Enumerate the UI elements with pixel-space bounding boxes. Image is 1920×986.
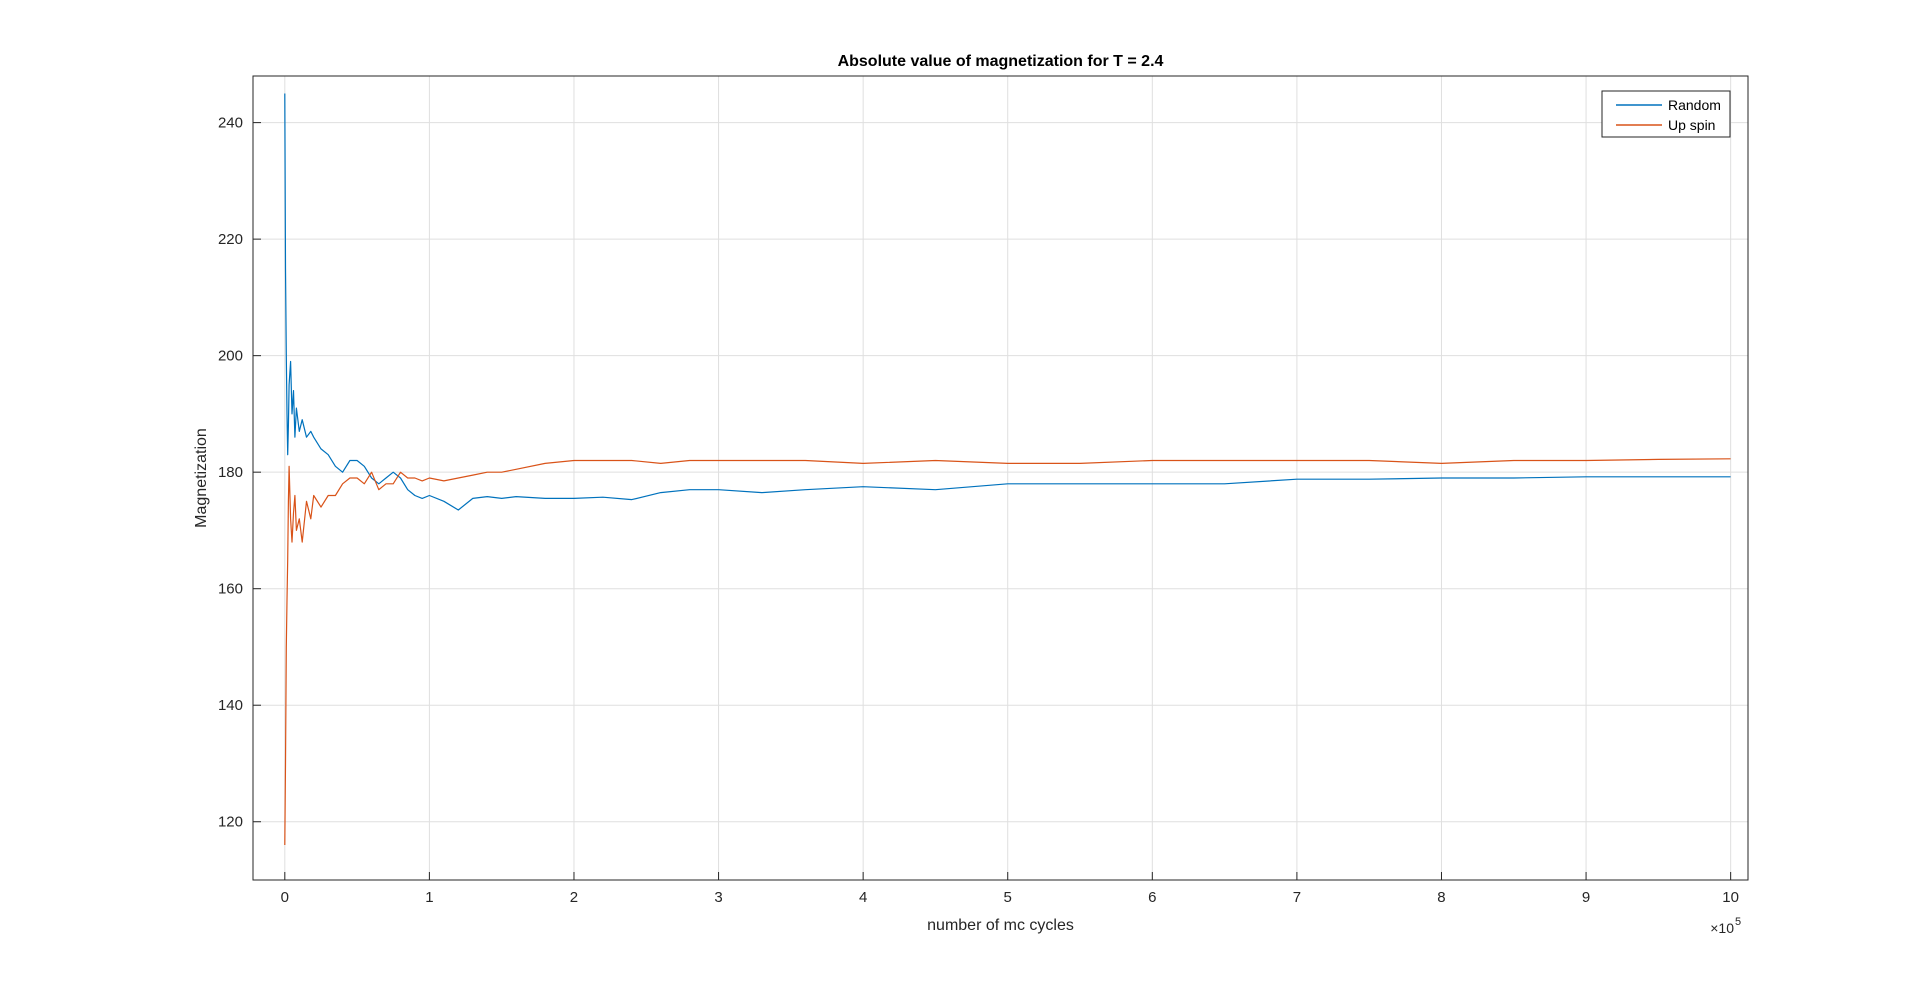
series-group [284,93,1731,846]
x-tick-label: 9 [1582,889,1590,906]
legend-label: Random [1668,97,1721,113]
x-exponent-base: ×10 [1710,920,1734,936]
legend-box [1601,90,1731,138]
y-tick-label: 200 [218,348,243,365]
legend: Random Up spin [1601,90,1731,138]
x-tick-label: 2 [570,889,578,906]
ticks: 0 1 2 3 4 5 6 7 8 9 10 120 140 160 180 200 220 240 [218,115,1739,906]
series-line-random [284,93,1731,511]
chart-title: Absolute value of magnetization for T = … [838,53,1164,70]
x-tick-label: 4 [859,889,867,906]
x-tick-label: 3 [714,889,722,906]
x-exponent-power: 5 [1735,916,1741,928]
grid [253,76,1748,880]
series-line-up-spin [284,458,1731,846]
y-axis-label: Magnetization [193,428,210,528]
x-tick-label: 10 [1722,889,1739,906]
x-tick-label: 8 [1437,889,1445,906]
x-tick-label: 5 [1004,889,1012,906]
y-tick-label: 160 [218,581,243,598]
x-axis-label: number of mc cycles [927,917,1074,934]
x-tick-label: 0 [281,889,289,906]
x-exponent: ×10 5 [1710,916,1741,936]
y-tick-label: 120 [218,814,243,831]
y-tick-label: 140 [218,697,243,714]
y-tick-label: 220 [218,231,243,248]
y-tick-label: 240 [218,115,243,132]
x-tick-label: 6 [1148,889,1156,906]
legend-label: Up spin [1668,117,1715,133]
x-tick-label: 7 [1293,889,1301,906]
x-tick-label: 1 [425,889,433,906]
axes-box [252,75,1749,881]
y-tick-label: 180 [218,464,243,481]
